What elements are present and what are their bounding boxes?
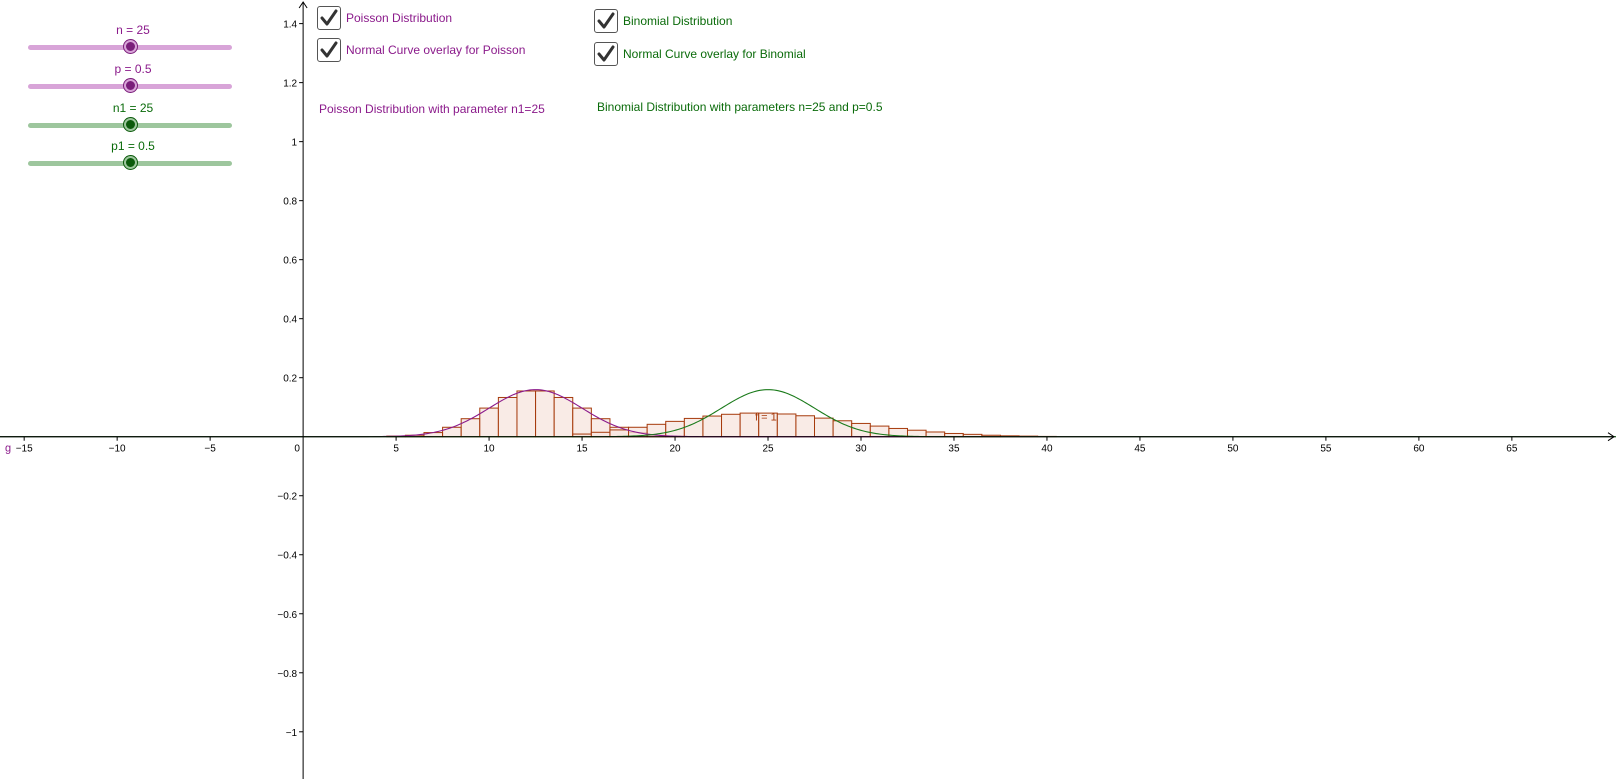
y-tick-label: −0.6 [277, 610, 297, 621]
y-tick-label: −1 [286, 728, 298, 739]
histogram-bar [553, 396, 574, 438]
checkbox-binomial[interactable]: Binomial Distribution [594, 9, 732, 33]
histogram-bar [814, 417, 834, 438]
x-tick-label: 20 [669, 444, 681, 455]
slider-p[interactable]: p = 0.5 [28, 62, 232, 102]
checkmark-icon [597, 45, 615, 62]
histogram-bar [925, 431, 946, 438]
y-tick-label: −0.8 [277, 669, 297, 680]
function-label: f = 1 [755, 411, 777, 423]
x-tick-label: −10 [109, 444, 126, 455]
checkbox-poisson[interactable]: Poisson Distribution [317, 6, 452, 30]
histogram-bar [460, 418, 481, 438]
checkbox-box[interactable] [594, 42, 618, 66]
y-tick-label: 1.4 [283, 20, 297, 31]
x-axis-ticks: −15 −10 −5 0 5 10 15 20 25 30 35 40 45 50 55 60 65 [16, 436, 1518, 455]
y-tick-label: −0.2 [277, 492, 297, 503]
y-tick-label: 1.2 [283, 79, 297, 90]
poisson-note: Poisson Distribution with parameter n1=2… [319, 102, 545, 116]
histogram-bar [497, 396, 518, 438]
x-tick-label: 25 [762, 444, 774, 455]
binomial-note: Binomial Distribution with parameters n=… [597, 100, 883, 114]
g-label: g [5, 443, 11, 455]
slider-n1[interactable]: n1 = 25 [28, 101, 232, 141]
x-tick-label: 0 [294, 444, 300, 455]
y-tick-label: 0.6 [283, 256, 297, 267]
y-tick-label: −0.4 [277, 551, 297, 562]
histogram-bar [442, 426, 462, 438]
checkbox-box[interactable] [317, 6, 341, 30]
x-tick-label: 40 [1041, 444, 1053, 455]
histogram-bar [702, 415, 723, 438]
x-tick-label: 50 [1227, 444, 1239, 455]
checkbox-box[interactable] [317, 38, 341, 62]
slider-label: n1 = 25 [112, 101, 154, 115]
checkmark-icon [320, 9, 338, 26]
x-tick-label: 5 [393, 444, 399, 455]
x-tick-label: 45 [1134, 444, 1146, 455]
checkbox-binomial-normal[interactable]: Normal Curve overlay for Binomial [594, 42, 806, 66]
y-tick-label: 0.4 [283, 315, 297, 326]
histogram-bar [683, 417, 704, 438]
checkmark-icon [597, 12, 615, 29]
x-tick-label: −15 [16, 444, 33, 455]
x-tick-label: 30 [855, 444, 867, 455]
histogram-bar [721, 413, 741, 438]
x-tick-label: 65 [1506, 444, 1518, 455]
histogram-bar [516, 390, 537, 438]
slider-knob[interactable] [124, 156, 137, 169]
checkbox-label: Binomial Distribution [623, 14, 733, 28]
histogram-bar [665, 420, 685, 438]
checkbox-label: Normal Curve overlay for Binomial [623, 47, 806, 61]
slider-knob[interactable] [124, 118, 137, 131]
x-tick-label: 10 [484, 444, 496, 455]
histogram-bar [795, 415, 816, 438]
x-tick-label: 15 [576, 444, 588, 455]
slider-label: p = 0.5 [114, 62, 152, 76]
y-axis-ticks: −1 −0.8 −0.6 −0.4 −0.2 0.2 0.4 0.6 0.8 1 1.2 1.4 [277, 20, 304, 739]
binomial-histogram [572, 412, 1057, 438]
y-axis-arrow [298, 1, 308, 9]
slider-p1[interactable]: p1 = 0.5 [28, 139, 232, 179]
slider-knob[interactable] [124, 79, 137, 92]
x-tick-label: 35 [948, 444, 960, 455]
histogram-bar [776, 413, 797, 438]
checkbox-label: Normal Curve overlay for Poisson [346, 43, 526, 57]
checkbox-poisson-normal[interactable]: Normal Curve overlay for Poisson [317, 38, 525, 62]
slider-label: n = 25 [116, 23, 150, 37]
slider-label: p1 = 0.5 [111, 139, 155, 153]
checkbox-label: Poisson Distribution [346, 11, 453, 25]
x-tick-label: 55 [1320, 444, 1332, 455]
histogram-bar [609, 429, 630, 438]
x-tick-label: −5 [204, 444, 216, 455]
y-tick-label: 0.8 [283, 197, 297, 208]
y-tick-label: 1 [292, 138, 298, 149]
x-axis-arrow [1607, 432, 1615, 442]
checkbox-box[interactable] [594, 9, 618, 33]
x-tick-label: 60 [1413, 444, 1425, 455]
slider-knob[interactable] [124, 40, 137, 53]
histogram-bar [535, 390, 555, 438]
y-tick-label: 0.2 [283, 374, 297, 385]
checkmark-icon [320, 41, 338, 58]
slider-n[interactable]: n = 25 [28, 23, 232, 63]
